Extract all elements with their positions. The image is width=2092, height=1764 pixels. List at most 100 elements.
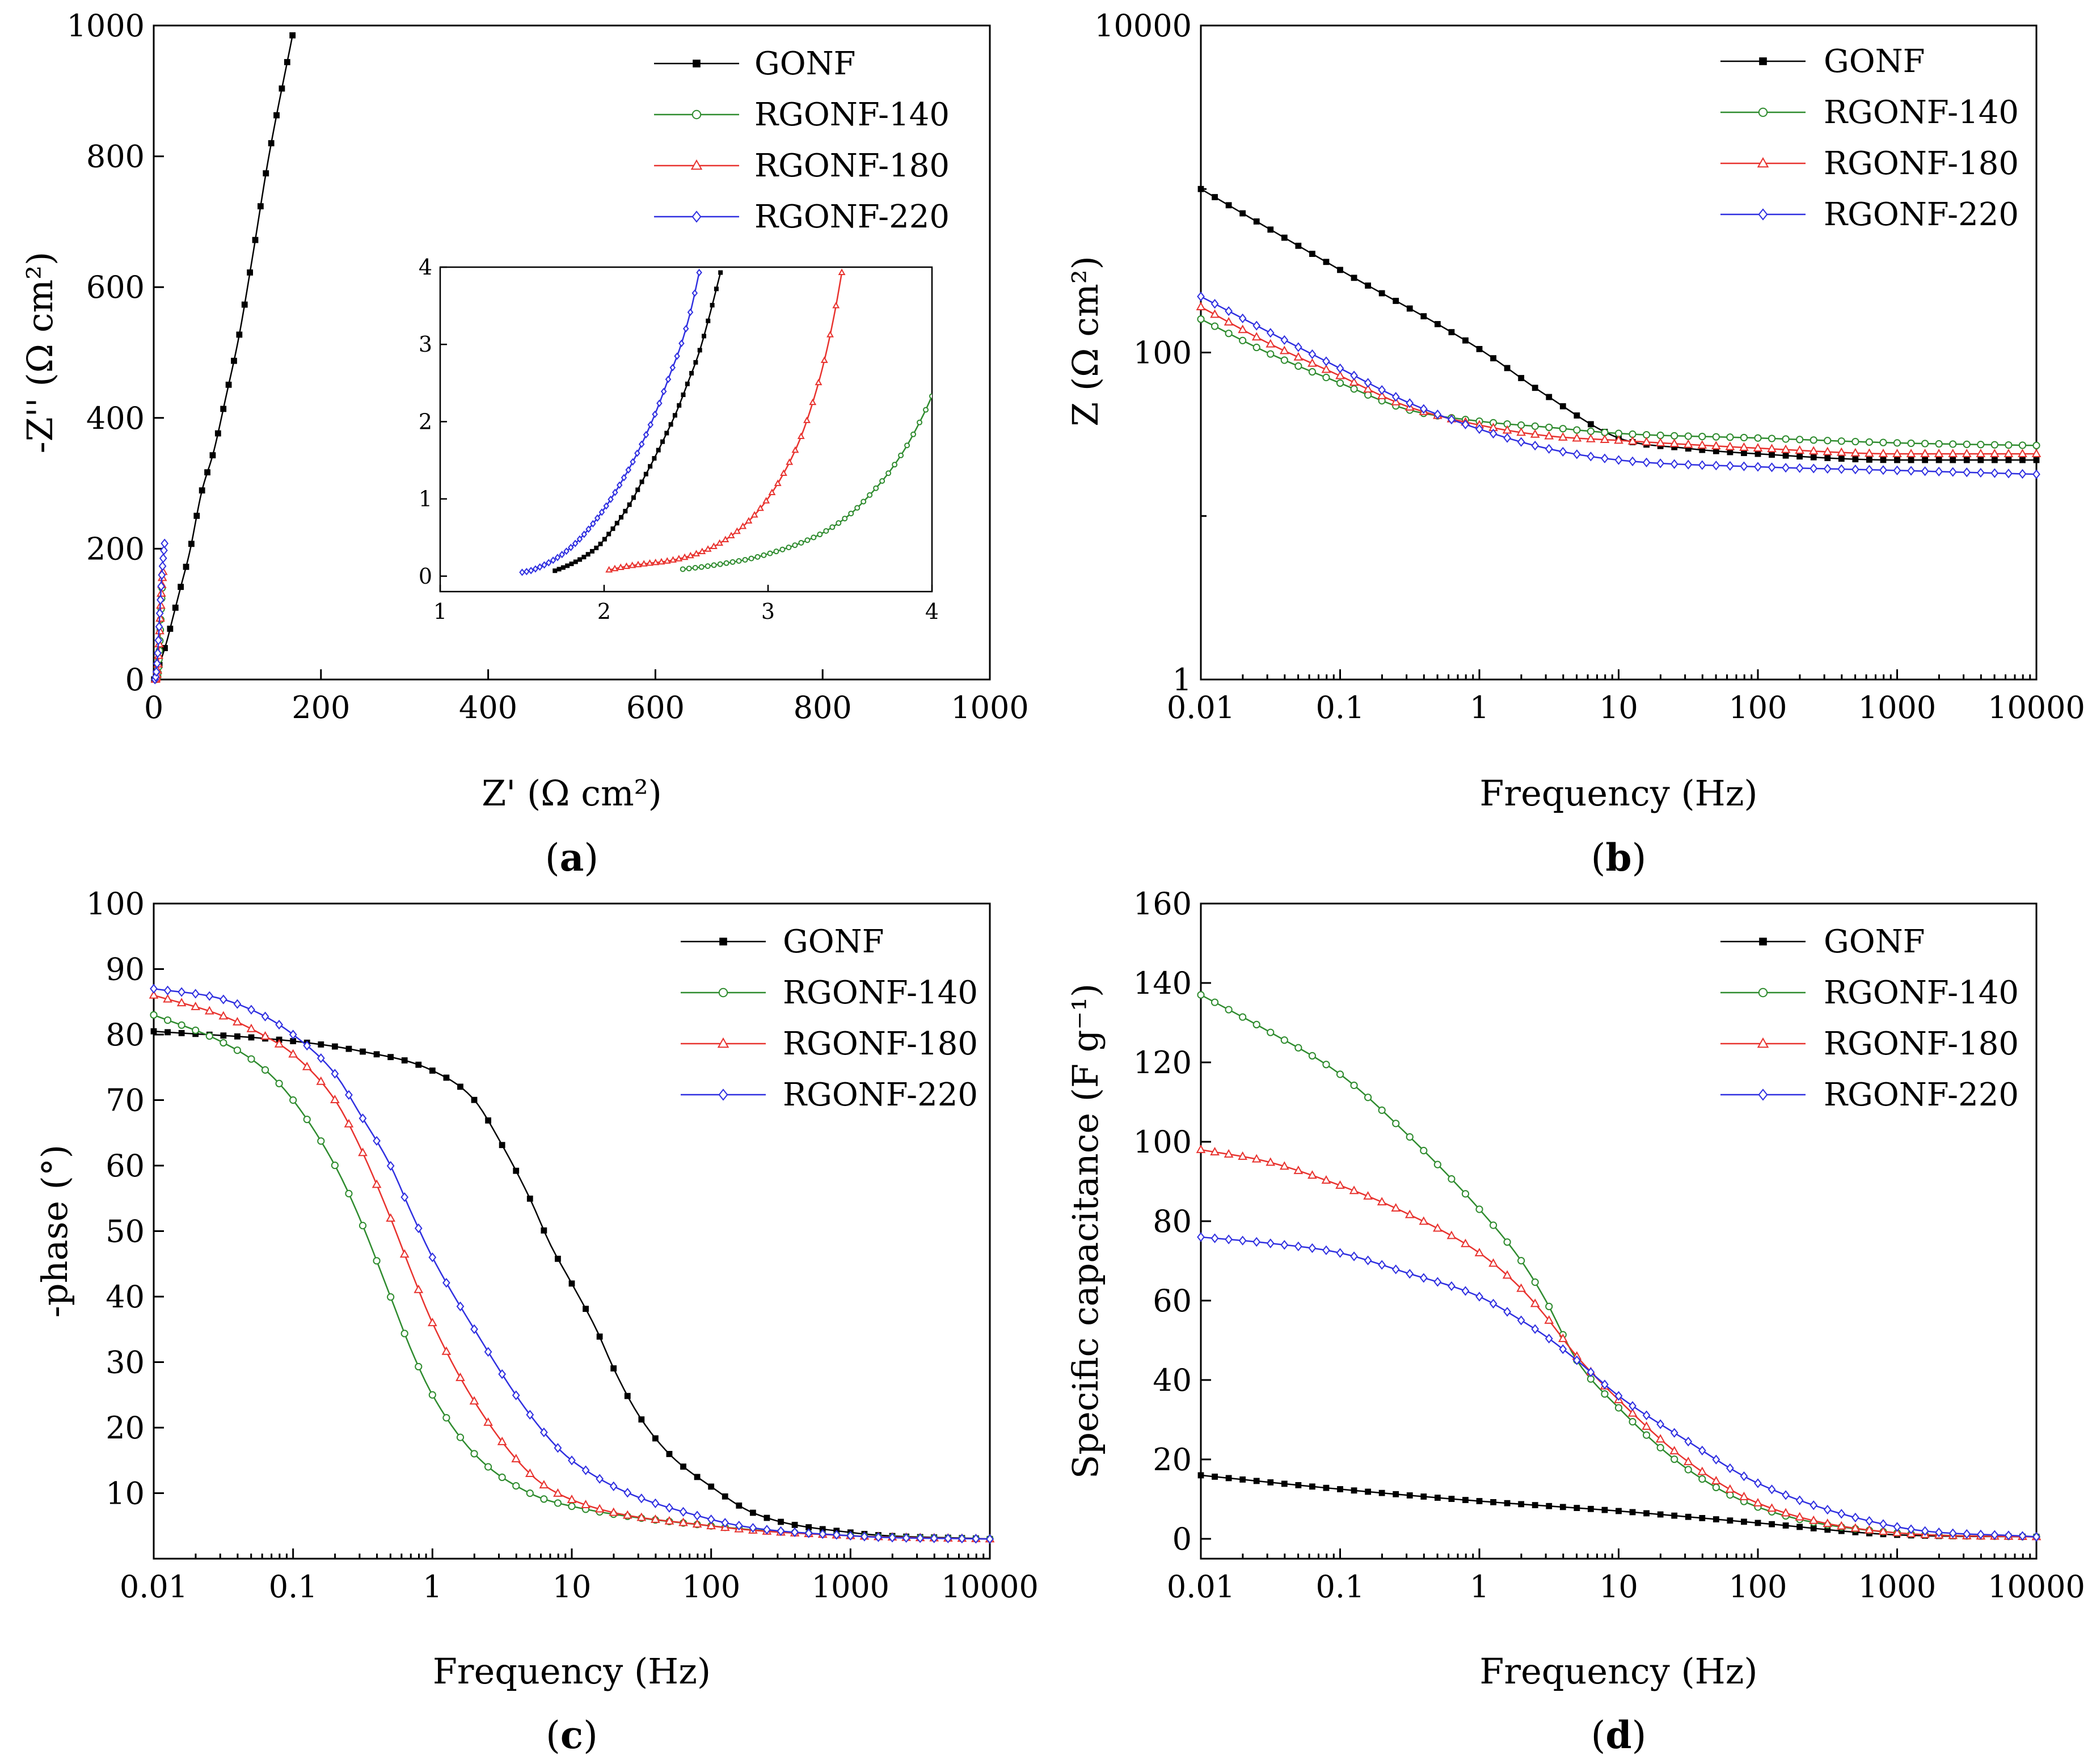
data-point	[1824, 455, 1831, 461]
y-ticks: 1 100 10000	[1094, 8, 1211, 698]
data-point	[1587, 1367, 1595, 1377]
y-tick-label: 70	[106, 1083, 145, 1119]
legend: GONF RGONF-140 RGONF-180 RGONF-220	[654, 45, 950, 235]
data-point	[1851, 465, 1859, 475]
data-point	[1321, 364, 1331, 373]
x-tick-label: 0.1	[269, 1569, 318, 1605]
data-point	[777, 1526, 785, 1536]
data-point	[1406, 1133, 1414, 1141]
data-point	[706, 1521, 716, 1530]
data-point	[742, 556, 748, 563]
data-point	[727, 531, 735, 539]
data-point	[1252, 1237, 1261, 1247]
data-point	[820, 356, 828, 363]
data-point	[344, 1119, 354, 1128]
data-point	[373, 1051, 380, 1058]
data-point	[2032, 469, 2040, 479]
data-point	[873, 485, 879, 491]
data-point	[284, 59, 290, 65]
data-point	[1739, 442, 1749, 451]
data-point	[679, 1506, 688, 1517]
data-point	[540, 1495, 548, 1503]
data-point	[470, 1324, 478, 1334]
data-point	[693, 1510, 701, 1521]
data-point	[612, 488, 618, 496]
data-point	[1252, 1020, 1260, 1029]
data-point	[246, 1023, 256, 1032]
data-point	[345, 1045, 352, 1052]
data-point	[1531, 1324, 1540, 1334]
data-point	[331, 1161, 339, 1170]
data-point	[1211, 998, 1219, 1006]
data-point	[150, 984, 158, 994]
data-point	[1879, 438, 1887, 446]
y-tick-label: 140	[1133, 965, 1192, 1001]
data-point	[1294, 1241, 1302, 1252]
legend-marker-rgonf-220	[718, 1088, 728, 1101]
inset-x-tick-label: 4	[925, 599, 939, 624]
data-point	[1532, 385, 1538, 391]
data-point	[1753, 1497, 1763, 1506]
data-point	[1336, 379, 1344, 387]
data-point	[1462, 337, 1469, 344]
data-point	[1865, 1516, 1874, 1526]
data-point	[1251, 1154, 1262, 1163]
data-point	[1836, 447, 1846, 456]
x-tick-label: 10	[1599, 1569, 1638, 1605]
data-point	[1280, 1240, 1289, 1250]
data-point	[275, 1019, 283, 1030]
data-point	[815, 378, 823, 386]
data-point	[1824, 437, 1832, 445]
inset-x-tick-label: 1	[433, 599, 447, 624]
data-point	[1365, 282, 1371, 289]
panel-label-text: (a)	[545, 835, 598, 880]
y-axis-label: Z (Ω cm²)	[1065, 256, 1106, 427]
data-point	[1349, 377, 1359, 386]
data-point	[1197, 1232, 1205, 1242]
data-point	[1378, 290, 1385, 297]
data-point	[708, 1483, 715, 1490]
data-point	[499, 1142, 505, 1149]
data-point	[1601, 453, 1609, 463]
data-point	[1393, 298, 1399, 304]
data-point	[1823, 1505, 1832, 1515]
data-point	[1683, 1457, 1693, 1466]
data-point	[786, 545, 792, 551]
legend-label-rgonf-220: RGONF-220	[754, 199, 950, 235]
data-point	[386, 1160, 395, 1171]
data-point	[1308, 349, 1317, 360]
data-point	[1627, 436, 1638, 445]
data-point	[373, 1257, 381, 1265]
data-point	[1810, 436, 1817, 444]
legend-label-rgonf-180: RGONF-180	[1824, 1026, 2019, 1062]
data-point	[1489, 1298, 1498, 1309]
series-markers-rgonf-180	[605, 268, 846, 573]
data-point	[1406, 1492, 1413, 1499]
data-point	[610, 526, 615, 531]
data-point	[317, 1137, 325, 1145]
data-point	[1364, 1255, 1372, 1265]
data-point	[710, 542, 718, 549]
inset-frame	[439, 266, 933, 593]
data-point	[1892, 449, 1902, 458]
legend-label-rgonf-140: RGONF-140	[1824, 974, 2019, 1011]
data-point	[619, 514, 624, 520]
data-point	[1712, 433, 1720, 441]
data-point	[1810, 1500, 1818, 1510]
data-point	[1894, 457, 1900, 463]
data-point	[1865, 465, 1874, 475]
data-point	[585, 525, 592, 533]
data-point	[1238, 313, 1247, 323]
data-point	[1530, 429, 1540, 438]
data-point	[648, 464, 653, 469]
data-point	[1837, 1509, 1846, 1519]
data-point	[1712, 1454, 1720, 1465]
data-point	[1629, 1417, 1637, 1426]
data-point	[1212, 1474, 1218, 1480]
data-point	[539, 1480, 549, 1489]
data-point	[797, 432, 805, 440]
data-point	[1474, 1247, 1484, 1256]
data-point	[640, 560, 648, 567]
data-point	[539, 1427, 548, 1437]
data-point	[1852, 456, 1859, 463]
